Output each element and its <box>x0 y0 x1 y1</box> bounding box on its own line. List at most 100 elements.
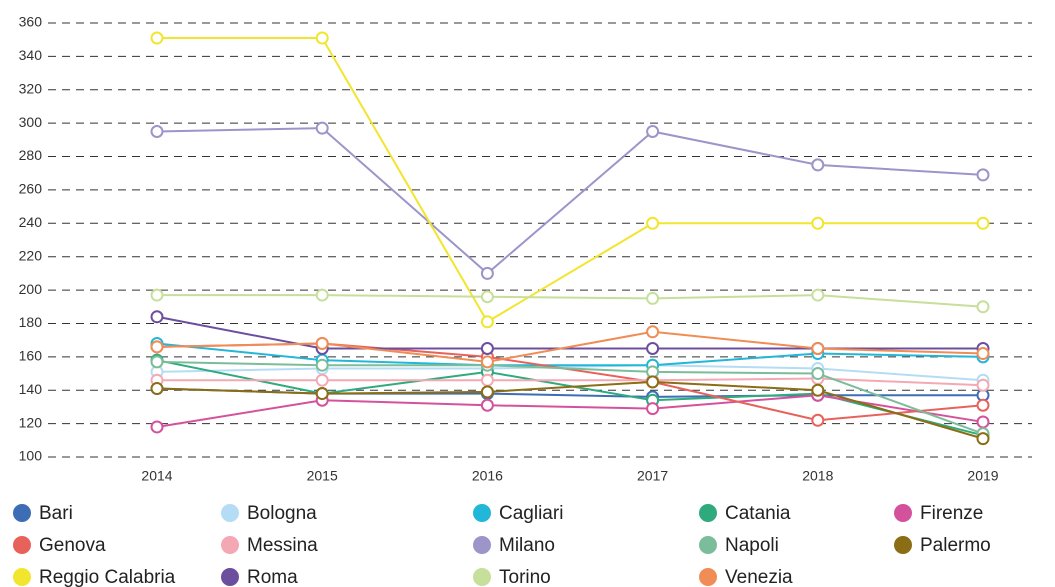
point <box>811 216 825 230</box>
legend-label: Cagliari <box>499 503 563 524</box>
point <box>315 31 329 45</box>
legend-label: Catania <box>725 503 791 524</box>
legend-swatch <box>473 504 491 522</box>
legend-swatch <box>221 568 239 586</box>
y-tick-label: 180 <box>19 314 43 330</box>
point <box>315 288 329 302</box>
legend-label: Messina <box>247 535 318 556</box>
point <box>315 387 329 401</box>
y-tick-label: 300 <box>19 114 43 130</box>
point <box>976 300 990 314</box>
point <box>811 367 825 381</box>
point <box>315 373 329 387</box>
point <box>976 415 990 429</box>
legend-swatch <box>221 504 239 522</box>
y-tick-label: 280 <box>19 147 43 163</box>
legend-swatch <box>13 504 31 522</box>
x-tick-label: 2016 <box>472 468 503 484</box>
point <box>811 383 825 397</box>
legend-label: Genova <box>39 535 106 556</box>
point <box>646 125 660 138</box>
legend-swatch <box>221 536 239 554</box>
y-tick-label: 360 <box>19 14 43 30</box>
legend-swatch <box>13 536 31 554</box>
y-tick-label: 100 <box>19 448 43 464</box>
legend-label: Reggio Calabria <box>39 567 176 587</box>
x-tick-label: 2014 <box>141 468 172 484</box>
legend-swatch <box>473 536 491 554</box>
legend-swatch <box>473 568 491 586</box>
legend-label: Roma <box>247 567 298 587</box>
point <box>646 325 660 339</box>
point <box>811 413 825 427</box>
point <box>150 288 164 302</box>
point <box>480 315 494 329</box>
legend-swatch <box>894 536 912 554</box>
point <box>150 310 164 324</box>
point <box>646 291 660 305</box>
point <box>646 342 660 355</box>
legend-swatch <box>699 504 717 522</box>
point <box>480 398 494 412</box>
series-line <box>156 342 984 367</box>
series-line <box>157 377 984 387</box>
x-tick-label: 2015 <box>307 468 338 484</box>
point <box>480 290 494 304</box>
point <box>480 266 494 280</box>
y-tick-label: 200 <box>19 281 43 297</box>
x-tick-label: 2018 <box>802 468 833 484</box>
legend-swatch <box>13 568 31 586</box>
legend-label: Milano <box>499 535 555 556</box>
series-line <box>156 364 984 382</box>
point <box>150 125 164 138</box>
legend-label: Torino <box>499 567 551 587</box>
point <box>646 375 660 389</box>
legend-label: Bologna <box>247 503 317 524</box>
legend-swatch <box>699 536 717 554</box>
legend-label: Venezia <box>725 567 793 587</box>
point <box>976 432 990 446</box>
legend-swatch <box>894 504 912 522</box>
point <box>811 288 825 302</box>
point <box>976 168 990 182</box>
point <box>150 31 164 45</box>
point <box>480 342 494 355</box>
series-line <box>157 37 983 324</box>
legend-label: Firenze <box>920 503 983 524</box>
y-tick-label: 320 <box>19 80 43 96</box>
y-tick-label: 120 <box>19 414 43 430</box>
point <box>150 355 164 369</box>
legend-label: Napoli <box>725 535 779 556</box>
series-line <box>156 380 984 440</box>
y-tick-label: 340 <box>19 47 43 63</box>
series-line <box>156 360 984 435</box>
point <box>976 347 990 361</box>
point <box>480 385 494 399</box>
point <box>976 378 990 392</box>
point <box>811 342 825 355</box>
point <box>150 340 164 354</box>
series-line <box>156 394 984 428</box>
point <box>150 382 164 396</box>
point <box>150 420 164 434</box>
point <box>811 158 825 172</box>
y-tick-label: 260 <box>19 181 43 197</box>
y-tick-label: 160 <box>19 348 43 364</box>
x-tick-label: 2019 <box>967 468 998 484</box>
legend-swatch <box>699 568 717 586</box>
point <box>315 358 329 372</box>
series-line <box>156 127 984 275</box>
y-tick-label: 220 <box>19 247 43 263</box>
legend-label: Bari <box>39 503 73 524</box>
point <box>315 336 329 350</box>
series-line <box>156 330 984 363</box>
point <box>646 402 660 416</box>
legend-label: Palermo <box>920 535 991 556</box>
markers <box>150 31 990 446</box>
point <box>976 398 990 412</box>
point <box>315 121 329 135</box>
point <box>976 216 990 230</box>
y-tick-label: 140 <box>19 381 43 397</box>
point <box>480 373 494 387</box>
